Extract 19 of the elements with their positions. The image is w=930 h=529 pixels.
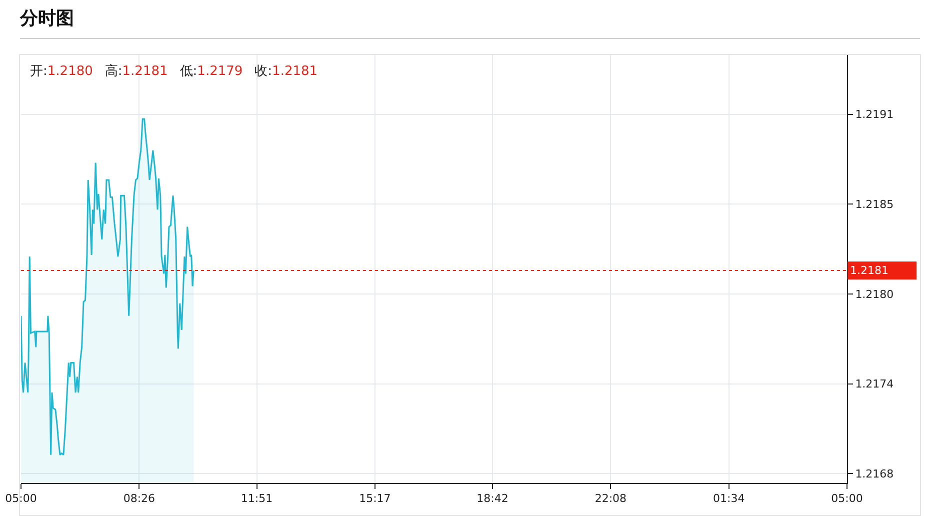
x-tick-label: 15:17: [359, 492, 391, 506]
chart-title: 分时图: [20, 7, 74, 30]
y-tick-label: 1.2180: [855, 288, 894, 301]
y-tick-label: 1.2191: [855, 108, 894, 122]
y-tick-label: 1.2168: [855, 467, 894, 480]
x-tick-label: 05:00: [5, 492, 37, 506]
x-tick-label: 08:26: [123, 492, 156, 506]
annotation: 高:1.2181: [104, 64, 168, 79]
ref-line-label: 1.2181: [850, 264, 888, 277]
x-tick-label: 01:34: [712, 492, 745, 506]
annotation: 低:1.2179: [180, 64, 243, 79]
annotation: 开:1.2180: [30, 64, 93, 79]
x-tick-label: 05:00: [831, 492, 863, 506]
x-tick-label: 22:08: [594, 492, 627, 506]
annotation: 收:1.2181: [254, 64, 318, 79]
y-tick-label: 1.2185: [855, 198, 894, 212]
x-tick-label: 18:42: [476, 492, 508, 506]
x-tick-label: 11:51: [240, 492, 273, 506]
y-tick-label: 1.2174: [855, 378, 894, 391]
